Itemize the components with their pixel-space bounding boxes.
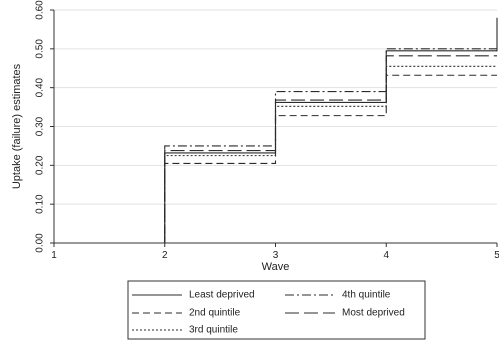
legend-frame [127, 280, 426, 340]
x-tick-label: 4 [383, 250, 389, 261]
x-axis-title: Wave [262, 261, 290, 273]
series-layer [54, 17, 498, 244]
x-tick-label: 3 [273, 250, 279, 261]
y-tick-label: 0.10 [35, 194, 46, 214]
legend-label-0: Least deprived [189, 290, 255, 301]
x-axis-ticks: 1 2 3 4 5 [51, 243, 499, 261]
x-tick-label: 1 [51, 250, 57, 261]
y-axis-ticks: 0.00 0.10 0.20 0.30 0.40 0.50 0.60 [35, 0, 54, 253]
x-tick-label: 5 [494, 250, 499, 261]
series-line-4 [54, 55, 497, 244]
legend-label-1: 2nd quintile [189, 308, 241, 319]
y-axis-title: Uptake (failure) estimates [11, 63, 23, 189]
legend-label-3: 4th quintile [342, 290, 391, 301]
y-tick-label: 0.00 [35, 233, 46, 253]
x-tick-label: 2 [162, 250, 168, 261]
legend-label-4: Most deprived [342, 308, 405, 319]
legend-label-2: 3rd quintile [189, 325, 238, 336]
y-tick-label: 0.60 [35, 0, 46, 20]
y-tick-label: 0.20 [35, 155, 46, 175]
y-tick-label: 0.30 [35, 116, 46, 136]
legend: Least deprived 4th quintile 2nd quintile Mo… [127, 280, 426, 340]
y-tick-label: 0.40 [35, 77, 46, 97]
y-tick-label: 0.50 [35, 39, 46, 59]
